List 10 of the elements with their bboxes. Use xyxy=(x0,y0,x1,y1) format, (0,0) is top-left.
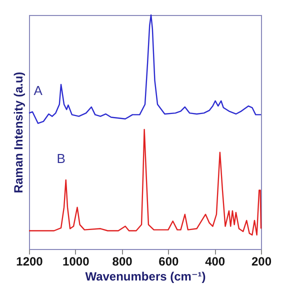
y-axis-title: Raman Intensity (a.u) xyxy=(12,72,26,194)
x-tick-label: 800 xyxy=(112,254,133,268)
x-tick-label: 200 xyxy=(251,254,272,268)
x-axis-title: Wavenumbers (cm⁻¹) xyxy=(85,270,206,284)
series-label: B xyxy=(56,150,66,166)
series-label: A xyxy=(34,82,43,98)
x-tick-label: 1000 xyxy=(62,254,90,268)
x-tick-label: 400 xyxy=(205,254,226,268)
x-tick-label: 1200 xyxy=(16,254,44,268)
x-tick-label: 600 xyxy=(158,254,180,268)
